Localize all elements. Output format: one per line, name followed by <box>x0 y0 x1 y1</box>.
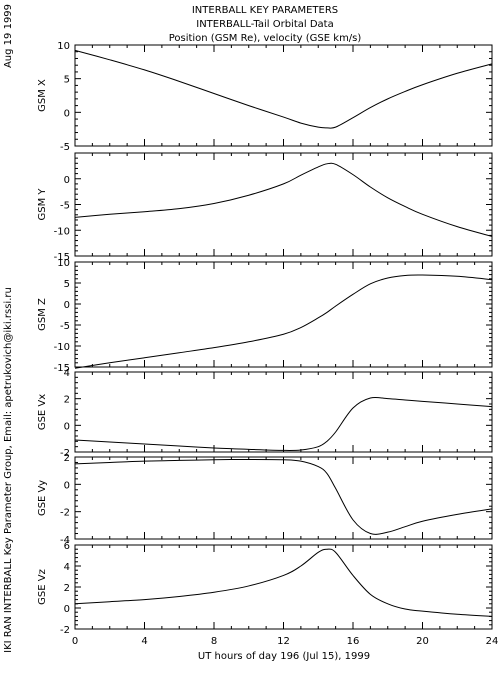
y-tick-label: 6 <box>64 541 70 552</box>
y-axis-label: GSM X <box>37 79 48 112</box>
y-tick-label: -2 <box>60 625 70 636</box>
y-axis-label: GSM Y <box>37 188 48 221</box>
x-tick-label: 4 <box>141 636 147 647</box>
title-line-1: INTERBALL KEY PARAMETERS <box>192 5 338 16</box>
y-tick-label: 10 <box>57 258 70 269</box>
y-tick-label: -15 <box>54 252 70 263</box>
x-tick-label: 8 <box>211 636 217 647</box>
panel-6: -2 0 2 4 6 GSE Vz <box>37 541 493 636</box>
y-tick-label: -5 <box>60 321 70 332</box>
y-tick-label: -5 <box>60 201 70 212</box>
y-tick-label: 4 <box>64 368 70 379</box>
y-tick-label: 0 <box>64 480 70 491</box>
credit-label: IKI RAN INTERBALL Key Parameter Group, E… <box>3 287 14 653</box>
y-tick-label: 2 <box>64 395 70 406</box>
y-axis-label: GSM Z <box>37 298 48 331</box>
panel-frame <box>74 261 493 368</box>
series-line <box>74 548 493 617</box>
panel-5: -4 -2 0 2 GSE Vy <box>37 453 493 546</box>
y-tick-label: 0 <box>64 108 70 119</box>
x-tick-label: 24 <box>486 636 499 647</box>
y-tick-label: -5 <box>60 142 70 153</box>
series-line <box>74 396 493 451</box>
x-tick-label: 12 <box>277 636 290 647</box>
y-axis-label: GSE Vy <box>37 480 48 516</box>
y-axis-label: GSE Vz <box>37 569 48 605</box>
y-tick-label: -10 <box>54 226 70 237</box>
y-tick-label: 0 <box>64 300 70 311</box>
x-tick-label: 16 <box>347 636 360 647</box>
y-tick-label: 0 <box>64 604 70 615</box>
y-tick-label: 5 <box>64 279 70 290</box>
title-line-2: INTERBALL-Tail Orbital Data <box>196 19 333 30</box>
panel-frame <box>74 456 493 540</box>
y-tick-label: 10 <box>57 41 70 52</box>
title-line-3: Position (GSM Re), velocity (GSE km/s) <box>169 33 362 44</box>
x-axis: 0 4 8 12 16 20 24 <box>72 636 499 647</box>
y-tick-label: 2 <box>64 453 70 464</box>
y-tick-label: 2 <box>64 583 70 594</box>
y-tick-label: 5 <box>64 75 70 86</box>
y-tick-label: -4 <box>60 535 70 546</box>
y-axis-label: GSE Vx <box>37 394 48 430</box>
date-label: Aug 19 1999 <box>3 4 14 68</box>
y-tick-label: 0 <box>64 421 70 432</box>
series-line <box>74 458 493 535</box>
panel-3: -15 -10 -5 0 5 10 GSM Z <box>37 258 493 374</box>
panel-1: -5 0 5 10 GSM X <box>37 41 493 153</box>
y-tick-label: -2 <box>60 448 70 459</box>
x-tick-label: 20 <box>416 636 429 647</box>
y-tick-label: -15 <box>54 363 70 374</box>
panel-4: -2 0 2 4 GSE Vx <box>37 368 493 459</box>
y-tick-label: -2 <box>60 508 70 519</box>
y-tick-label: 0 <box>64 175 70 186</box>
series-line <box>74 274 493 369</box>
panel-2: -15 -10 -5 0 GSM Y <box>37 152 493 263</box>
panels-group: -5 0 5 10 GSM X -15 -10 -5 0 GSM Y -15 -10 -5 0 5 10 GSM… <box>37 41 493 636</box>
series-line <box>74 49 493 129</box>
series-line <box>74 162 493 237</box>
panel-frame <box>74 152 493 257</box>
panel-frame <box>74 371 493 453</box>
panel-frame <box>74 544 493 630</box>
y-tick-label: 4 <box>64 562 70 573</box>
y-tick-label: -10 <box>54 342 70 353</box>
x-axis-label: UT hours of day 196 (Jul 15), 1999 <box>198 651 370 662</box>
x-tick-label: 0 <box>72 636 78 647</box>
panel-frame <box>74 44 493 147</box>
